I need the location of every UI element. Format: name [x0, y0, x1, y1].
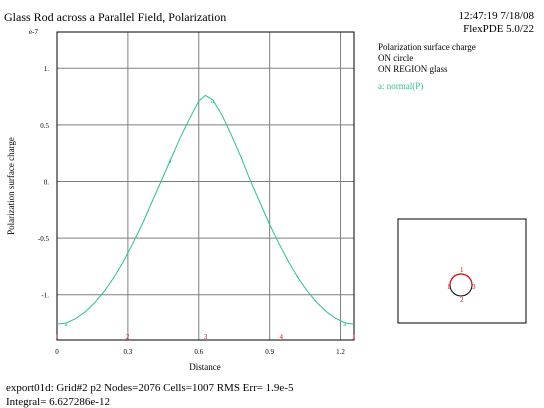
series-point-label: a: [64, 320, 68, 328]
bottom-markers: 1 2 3 4 1: [55, 333, 356, 341]
footer-integral: Integral= 6.627286e-12: [6, 396, 110, 408]
series-point-label: a: [211, 97, 215, 105]
y-tick-label: 0.: [44, 178, 50, 186]
x-tick-label: 1.2: [336, 348, 345, 356]
bottom-marker: 4: [279, 333, 283, 341]
y-tick-label: 1.: [44, 65, 50, 73]
legend-line-3: ON REGION glass: [378, 64, 448, 74]
y-tick-label: -1.: [41, 292, 49, 300]
timestamp: 12:47:19 7/18/08: [458, 10, 534, 22]
series-points: a a a a: [64, 97, 347, 328]
series-line: [56, 94, 355, 325]
inset-marker-3: 3: [472, 283, 476, 291]
series-point-label: a: [343, 320, 347, 328]
legend: Polarization surface charge ON circle ON…: [378, 42, 476, 92]
footer-grid-info: export01d: Grid#2 p2 Nodes=2076 Cells=10…: [6, 382, 294, 394]
y-tick-label: 0.5: [40, 122, 49, 130]
plot-title: Glass Rod across a Parallel Field, Polar…: [4, 10, 227, 24]
legend-line-1: Polarization surface charge: [378, 42, 476, 52]
inset-marker-1: 1: [460, 266, 464, 274]
y-axis-label: Polarization surface charge: [6, 137, 16, 235]
bottom-marker: 1: [352, 333, 356, 341]
inset-marker-2: 2: [460, 296, 464, 304]
grid: [56, 32, 354, 340]
software-version: FlexPDE 5.0/22: [463, 23, 534, 35]
legend-series-label: a: normal(P): [378, 81, 424, 91]
inset-marker-1b: 1: [447, 283, 451, 291]
x-tick-label: 0.6: [194, 348, 203, 356]
ticks: 0 0.3 0.6 0.9 1.2 1. 0.5 0. -0.5 -1.: [38, 65, 346, 356]
x-axis-label: Distance: [189, 362, 221, 372]
inset-frame: [397, 218, 527, 324]
x-tick-label: 0.3: [124, 348, 133, 356]
inset-circle-arc-red: [449, 273, 462, 286]
y-tick-label: -0.5: [38, 235, 50, 243]
bottom-marker: 1: [55, 333, 59, 341]
bottom-marker: 2: [126, 333, 130, 341]
bottom-marker: 3: [204, 333, 208, 341]
legend-line-2: ON circle: [378, 53, 414, 63]
series-point-label: a: [168, 157, 172, 165]
inset-circle-arc-red-2: [460, 273, 473, 286]
x-tick-label: 0: [55, 348, 59, 356]
plot-frame: [56, 31, 355, 341]
x-tick-label: 0.9: [265, 348, 274, 356]
y-multiplier: e-7: [29, 28, 38, 36]
